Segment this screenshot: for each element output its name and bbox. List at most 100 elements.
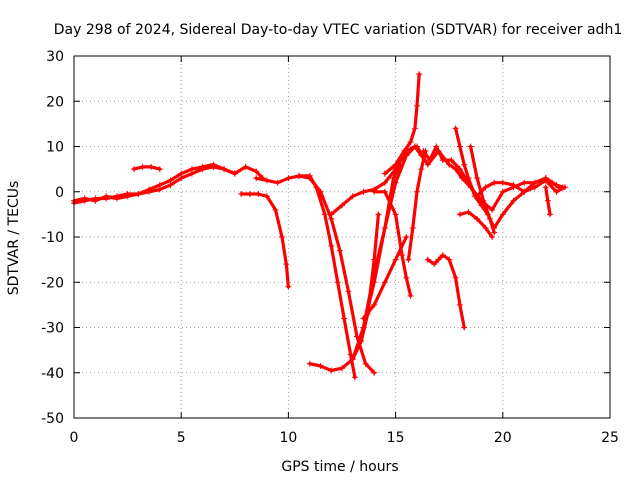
data-point [489,206,496,213]
data-point [407,138,414,145]
series-line [421,144,567,198]
y-tick-label: -50 [41,411,64,427]
y-tick-label: -20 [41,275,64,291]
data-point [371,369,378,376]
x-tick-label: 20 [494,430,512,446]
series-arc-10 [360,161,403,331]
series-arc-13 [381,71,423,177]
data-point [439,252,446,259]
x-tick-label: 5 [177,430,186,446]
data-point [253,175,260,182]
data-point [156,166,163,173]
data-point [317,362,324,369]
series-arc-3 [131,163,163,173]
data-point [433,143,440,150]
data-point [381,179,388,186]
data-point [456,143,463,150]
data-point [465,175,472,182]
series-line [72,163,237,205]
data-point [424,256,431,263]
data-point [199,163,206,170]
data-point [328,211,335,218]
data-point [392,256,399,263]
series-arc-9 [349,143,425,363]
data-point [381,279,388,286]
data-point [334,279,341,286]
series-line [415,144,565,212]
data-point [360,188,367,195]
data-point [375,211,382,218]
data-point [349,193,356,200]
data-point [381,188,388,195]
data-point [474,215,481,222]
data-point [403,152,410,159]
data-point [544,197,551,204]
data-point [167,177,174,184]
data-point [306,360,313,367]
data-point [285,175,292,182]
data-point [381,170,388,177]
data-point [446,256,453,263]
data-point [414,188,421,195]
data-point [420,148,427,155]
data-point [263,177,270,184]
data-point [339,202,345,209]
data-point [135,191,142,198]
data-point [489,234,496,240]
data-point [131,166,138,173]
y-tick-label: -10 [41,230,64,246]
series-line [239,192,290,289]
tick-layer: 0 5 10 15 20 25 -50 -40 -30 -20 -10 0 10 20 30 [41,49,619,446]
data-point [246,191,253,198]
data-point [255,191,262,198]
data-point [405,256,412,263]
data-point [416,71,423,78]
series-arc-12 [360,234,410,322]
data-point [407,292,414,299]
data-point [403,274,410,281]
series-arc-21 [542,184,553,218]
data-point [439,157,446,164]
series-arc-15 [424,252,468,331]
y-tick-label: 30 [46,49,64,65]
y-tick-label: -30 [41,321,64,337]
data-point [274,179,281,186]
x-tick-label: 15 [387,430,405,446]
data-point [499,188,506,195]
series-arc-14 [405,148,429,263]
series-arc-18 [452,125,562,231]
data-point [491,229,498,236]
data-point [210,161,217,168]
series-arc-19 [467,143,498,236]
data-point [431,261,438,268]
series-arc-6 [296,172,378,376]
data-point [392,211,399,218]
data-point [360,315,367,322]
data-point [446,161,453,168]
series-arc-4 [238,191,292,290]
data-point [345,288,352,295]
data-point [139,163,146,170]
y-tick-label: 20 [46,94,64,110]
data-point [188,166,195,173]
data-point [113,193,120,200]
data-point [426,157,433,164]
data-point [362,360,369,367]
series-arc-8 [328,143,418,218]
data-point [328,367,335,374]
data-point [381,224,388,231]
data-point [409,224,416,231]
data-point [499,179,506,186]
data-point [465,209,472,216]
data-point [542,175,549,182]
y-axis-label: SDTVAR / TECUs [6,181,22,296]
data-point [418,166,425,173]
series-line [132,165,162,171]
x-tick-label: 25 [601,430,619,446]
data-point [124,191,131,198]
data-point [242,163,249,170]
data-point [510,181,517,188]
data-point [452,274,459,281]
data-point [92,195,99,202]
